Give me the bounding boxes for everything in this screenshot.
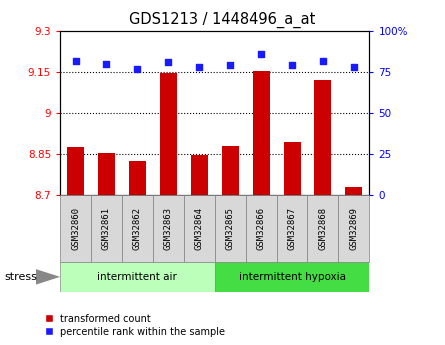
Bar [246, 195, 277, 262]
Bar [98, 152, 115, 195]
Text: GSM32869: GSM32869 [349, 207, 358, 250]
Bar [253, 71, 270, 195]
Point [103, 61, 110, 67]
Bar [60, 262, 215, 292]
Text: intermittent air: intermittent air [97, 272, 177, 282]
Bar [214, 195, 246, 262]
Bar [283, 142, 300, 195]
Bar [160, 73, 177, 195]
Text: GSM32861: GSM32861 [102, 207, 111, 250]
Bar [129, 161, 146, 195]
Point [196, 64, 203, 70]
Point [320, 58, 327, 63]
Text: GSM32860: GSM32860 [71, 207, 80, 250]
Text: GSM32863: GSM32863 [164, 207, 173, 250]
Point [258, 51, 265, 57]
Text: GDS1213 / 1448496_a_at: GDS1213 / 1448496_a_at [129, 12, 316, 28]
Bar [153, 195, 184, 262]
Point [165, 59, 172, 65]
Bar [122, 195, 153, 262]
Bar [60, 195, 91, 262]
Text: GSM32865: GSM32865 [226, 207, 235, 250]
Text: GSM32867: GSM32867 [287, 207, 296, 250]
Point [134, 66, 141, 71]
Bar [184, 195, 215, 262]
Point [72, 58, 79, 63]
Bar [67, 147, 84, 195]
Text: stress: stress [4, 272, 37, 282]
Text: intermittent hypoxia: intermittent hypoxia [239, 272, 345, 282]
Bar [222, 146, 239, 195]
Text: GSM32868: GSM32868 [319, 207, 328, 250]
Bar [277, 195, 307, 262]
Text: GSM32864: GSM32864 [195, 207, 204, 250]
Bar [345, 187, 362, 195]
Point [227, 63, 234, 68]
Bar [315, 80, 332, 195]
Bar [338, 195, 369, 262]
Point [350, 64, 357, 70]
Bar [214, 262, 369, 292]
Bar [307, 195, 339, 262]
Text: GSM32862: GSM32862 [133, 207, 142, 250]
Point [288, 63, 295, 68]
Legend: transformed count, percentile rank within the sample: transformed count, percentile rank withi… [45, 314, 226, 337]
Text: GSM32866: GSM32866 [257, 207, 266, 250]
Bar [91, 195, 122, 262]
Bar [191, 155, 208, 195]
Polygon shape [36, 269, 60, 285]
